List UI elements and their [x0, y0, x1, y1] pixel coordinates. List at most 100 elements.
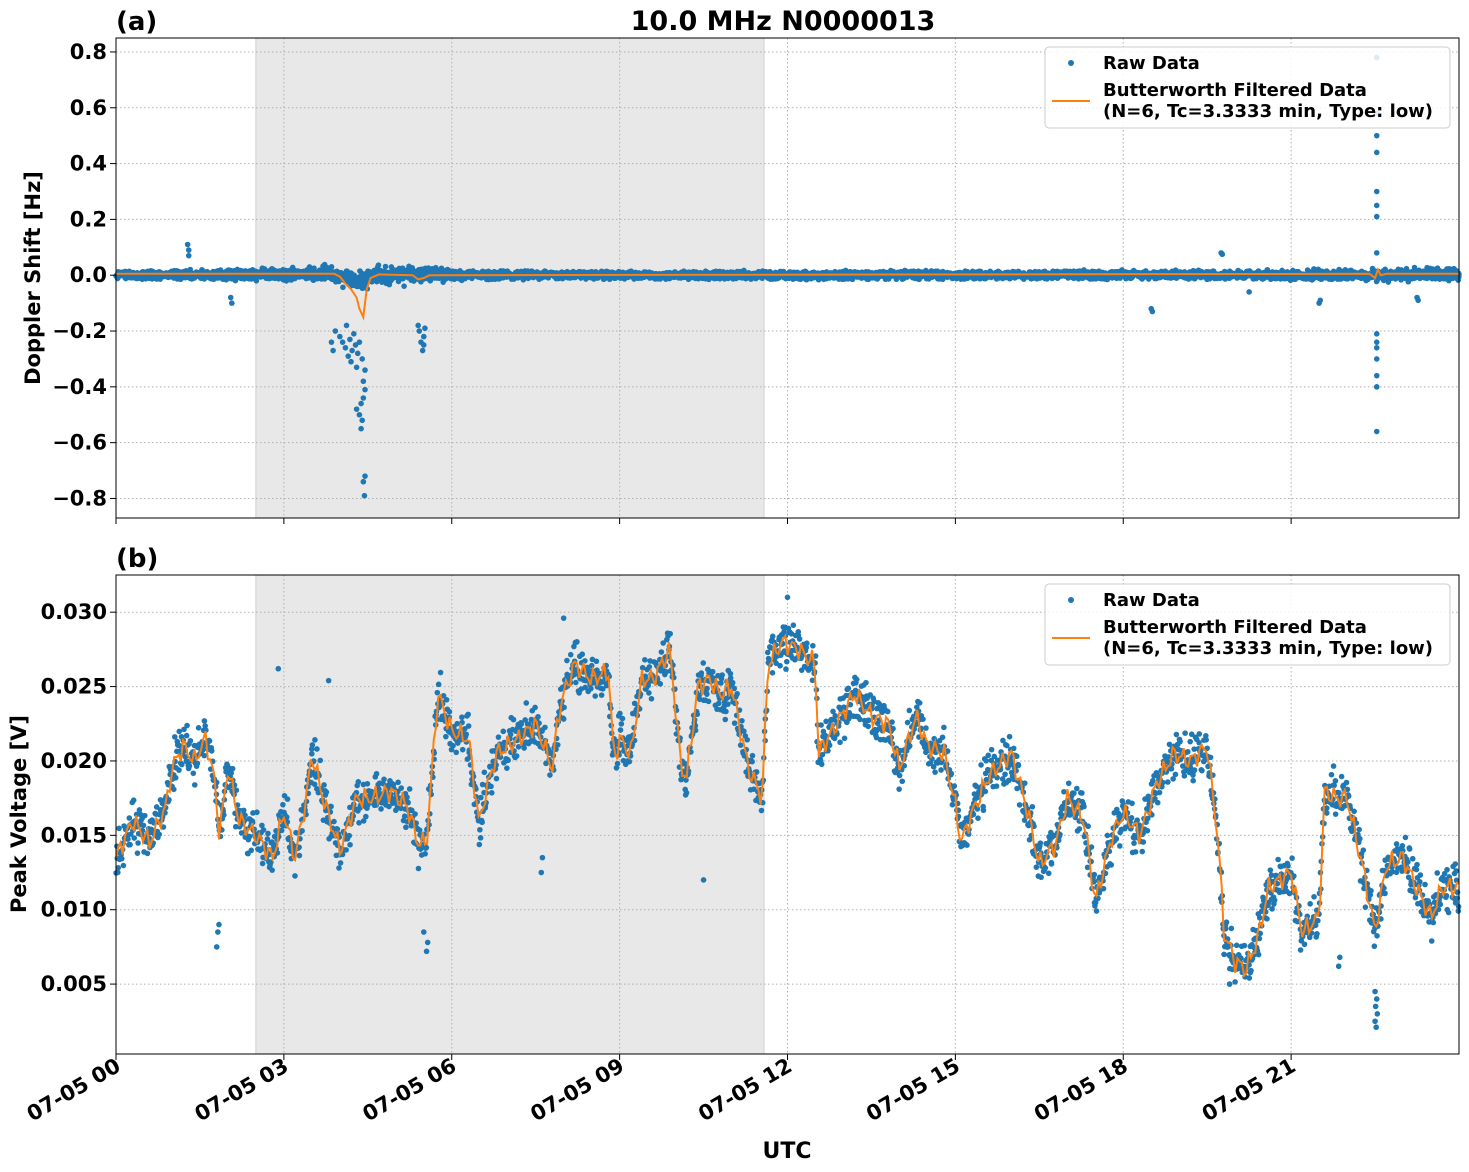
raw-data-point: [401, 283, 407, 289]
raw-data-point: [1373, 132, 1380, 139]
panel-a-label: (a): [116, 7, 157, 37]
raw-data-point: [465, 711, 471, 718]
raw-data-point: [559, 275, 566, 282]
raw-data-point: [1281, 275, 1288, 282]
raw-data-point: [730, 276, 736, 282]
raw-data-point: [404, 794, 410, 801]
raw-data-point: [672, 269, 678, 275]
raw-data-point: [635, 275, 641, 281]
raw-data-point: [1427, 274, 1434, 281]
raw-data-point: [345, 274, 352, 281]
raw-data-point: [521, 745, 527, 751]
raw-data-point: [337, 333, 343, 340]
raw-data-point: [194, 760, 201, 767]
raw-data-point: [435, 681, 442, 688]
raw-data-point: [1373, 428, 1380, 435]
raw-data-point: [358, 400, 364, 407]
raw-data-point: [345, 353, 352, 359]
raw-data-point: [1442, 275, 1448, 282]
raw-data-point: [1373, 250, 1380, 256]
raw-data-point: [750, 275, 756, 281]
raw-data-point: [934, 268, 941, 274]
legend-a-filtered-label-2: (N=6, Tc=3.3333 min, Type: low): [1103, 101, 1433, 122]
raw-data-point: [419, 347, 426, 354]
raw-data-point: [253, 277, 260, 284]
raw-data-point: [1373, 213, 1380, 220]
raw-data-point: [993, 276, 1000, 282]
raw-data-point: [797, 276, 804, 283]
raw-data-point: [362, 386, 368, 393]
raw-data-point: [389, 276, 396, 282]
raw-data-point: [228, 275, 234, 282]
raw-data-point: [328, 264, 335, 270]
raw-data-point: [463, 731, 470, 738]
y-tick-label: 0.0: [70, 263, 107, 287]
raw-data-point: [707, 274, 713, 281]
raw-data-point: [398, 275, 405, 282]
raw-data-point: [520, 275, 526, 282]
raw-data-point: [353, 364, 360, 371]
raw-data-point: [937, 276, 943, 282]
raw-data-point: [434, 689, 441, 696]
raw-data-point: [131, 835, 138, 841]
raw-data-point: [382, 263, 389, 270]
raw-data-point: [477, 835, 484, 841]
raw-data-point: [446, 708, 453, 715]
raw-data-point: [126, 815, 133, 821]
raw-data-point: [144, 850, 151, 857]
raw-data-point: [360, 478, 367, 485]
panel-b-shade: [255, 574, 765, 1055]
raw-data-point: [1363, 274, 1369, 280]
raw-data-point: [375, 262, 382, 268]
raw-data-point: [883, 275, 890, 281]
raw-data-point: [360, 395, 367, 401]
raw-data-point: [248, 274, 255, 281]
raw-data-point: [360, 378, 367, 385]
raw-data-point: [592, 269, 599, 275]
raw-data-point: [122, 275, 129, 282]
raw-data-point: [334, 826, 341, 832]
raw-data-point: [187, 737, 194, 744]
raw-data-point: [312, 737, 318, 743]
raw-data-point: [1078, 274, 1084, 281]
raw-data-point: [1373, 356, 1380, 362]
raw-data-point: [1145, 276, 1152, 282]
raw-data-point: [477, 826, 483, 833]
raw-data-point: [373, 770, 380, 777]
raw-data-point: [420, 342, 427, 348]
raw-data-point: [713, 268, 719, 275]
legend-a-raw-marker: [1068, 60, 1074, 66]
raw-data-point: [422, 325, 428, 332]
raw-data-point: [201, 752, 208, 759]
raw-data-point: [362, 473, 368, 479]
raw-data-point: [359, 356, 366, 362]
raw-data-point: [346, 832, 353, 839]
raw-data-point: [398, 785, 405, 791]
raw-data-point: [916, 276, 922, 283]
raw-data-point: [1317, 297, 1324, 304]
raw-data-point: [416, 328, 423, 334]
raw-data-point: [336, 865, 342, 871]
raw-data-point: [343, 322, 350, 329]
raw-data-point: [359, 417, 366, 424]
raw-data-point: [359, 270, 365, 277]
raw-data-point: [347, 841, 353, 848]
raw-data-point: [459, 714, 465, 721]
legend-a-filtered-label-1: Butterworth Filtered Data: [1103, 80, 1367, 101]
shaded-interval: [255, 574, 765, 1055]
raw-data-point: [1342, 275, 1349, 282]
raw-data-point: [1373, 331, 1380, 337]
raw-data-point: [734, 268, 741, 275]
raw-data-point: [412, 811, 418, 817]
legend-a-raw-label: Raw Data: [1103, 53, 1200, 74]
raw-data-point: [1113, 275, 1120, 282]
raw-data-point: [354, 350, 361, 357]
raw-data-point: [1149, 308, 1156, 315]
raw-data-point: [351, 331, 357, 337]
raw-data-point: [172, 734, 178, 740]
raw-data-point: [422, 851, 428, 857]
raw-data-point: [331, 818, 337, 825]
raw-data-point: [323, 789, 330, 795]
raw-data-point: [184, 722, 190, 729]
